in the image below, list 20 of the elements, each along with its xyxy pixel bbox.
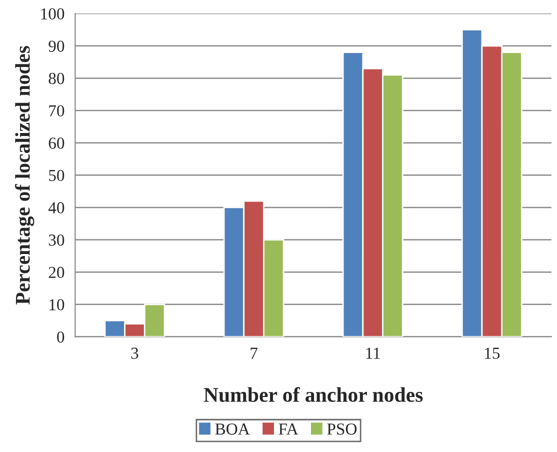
y-tick-label: 60 — [48, 138, 64, 149]
x-tick-label: 7 — [250, 348, 258, 359]
y-axis-title: Percentage of localized nodes — [14, 46, 34, 304]
y-tick-label: 50 — [49, 170, 64, 182]
x-axis-title: Number of anchor nodes — [204, 387, 423, 402]
x-tick-label: 11 — [366, 348, 380, 359]
legend-label: BOA — [215, 423, 250, 435]
y-tick-label: 30 — [48, 234, 64, 246]
x-tick-label: 3 — [131, 348, 138, 359]
y-tick-label: 0 — [57, 331, 64, 343]
legend-label: PSO — [327, 423, 357, 435]
y-tick-label: 20 — [48, 266, 64, 278]
x-tick-label: 15 — [485, 348, 500, 359]
y-tick-label: 90 — [48, 40, 64, 52]
y-tick-label: 10 — [50, 299, 64, 310]
y-tick-label: 80 — [48, 72, 64, 84]
y-tick-label: 100 — [41, 8, 64, 20]
legend-label: FA — [278, 424, 298, 435]
y-tick-label: 70 — [49, 105, 64, 116]
y-tick-label: 40 — [48, 202, 64, 214]
